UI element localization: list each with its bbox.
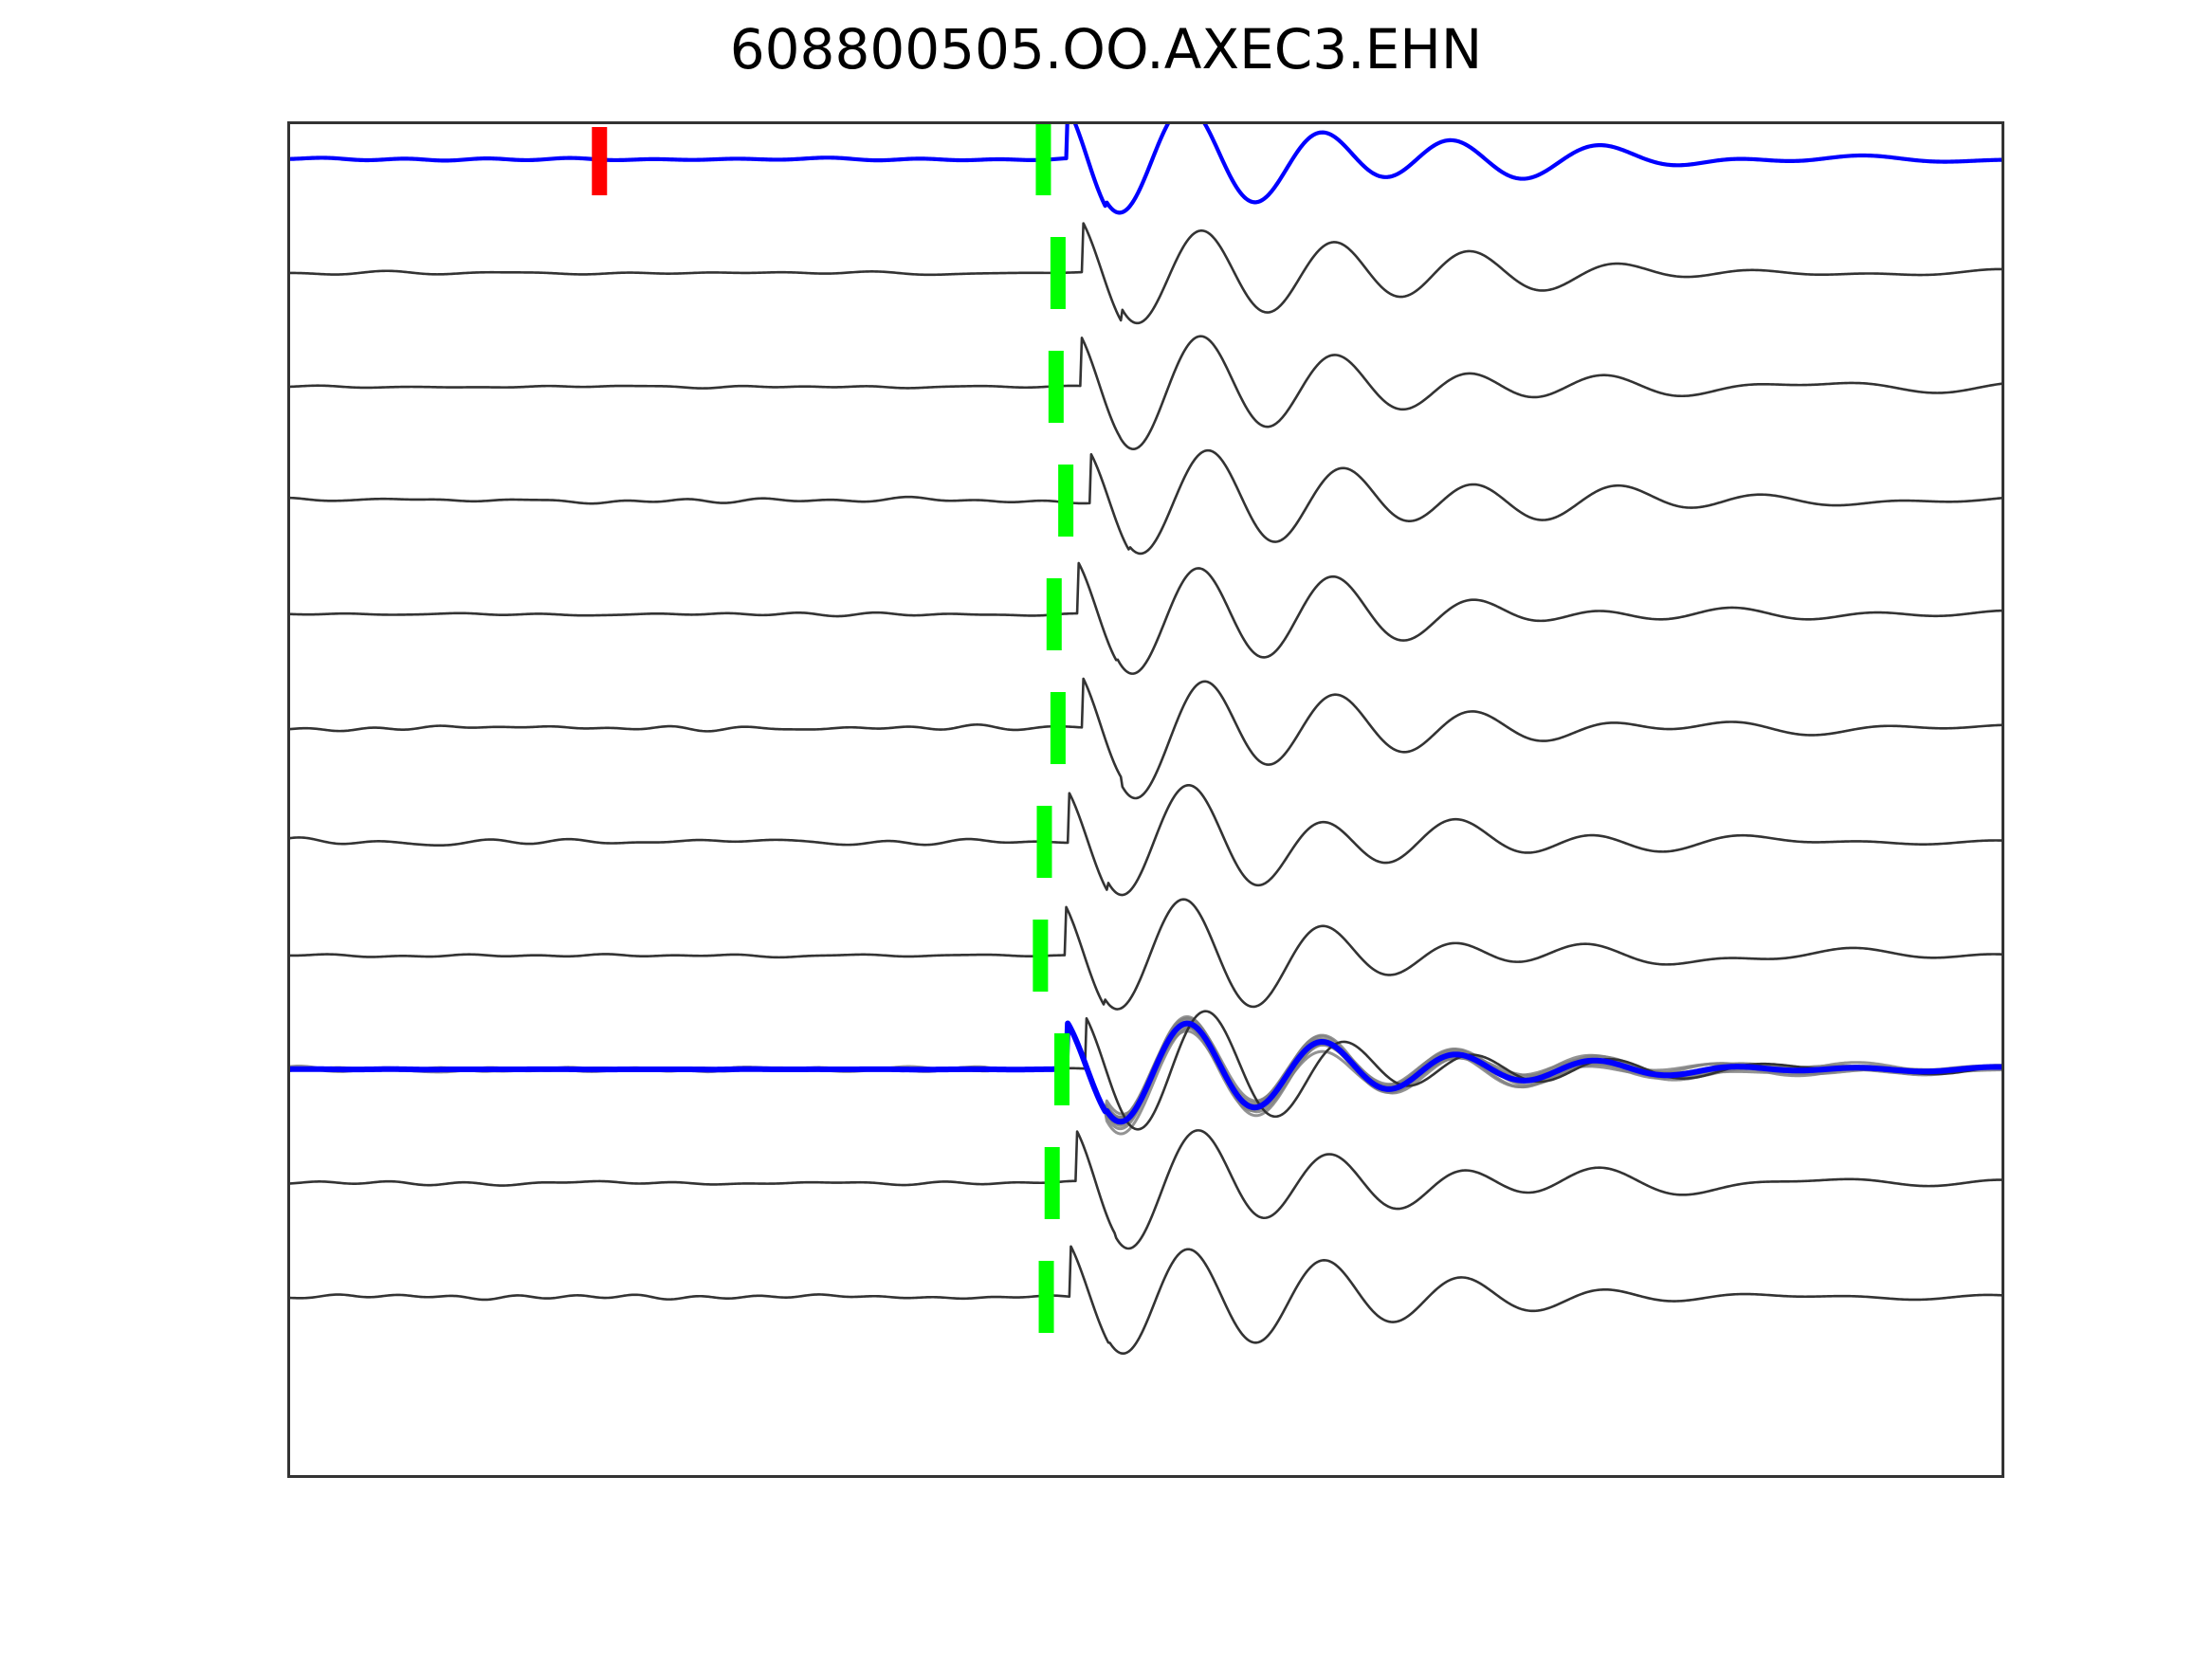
waveform-canvas: [287, 121, 2004, 1478]
waveform-trace: [287, 1021, 2004, 1136]
phase-pick-marker: [1035, 123, 1051, 195]
waveform-trace: [287, 121, 2004, 215]
page-title: 608800505.OO.AXEC3.EHN: [729, 17, 1483, 82]
phase-pick-marker: [1044, 1147, 1060, 1219]
waveform-trace: [287, 1129, 2004, 1250]
phase-pick-marker: [1036, 806, 1052, 878]
waveform-trace: [287, 1021, 2004, 1127]
waveform-trace: [287, 784, 2004, 897]
waveform-trace: [287, 561, 2004, 675]
phase-pick-marker: [1050, 692, 1066, 764]
waveform-trace: [287, 1020, 2004, 1125]
phase-pick-marker: [1058, 465, 1074, 537]
phase-pick-marker: [1038, 1261, 1054, 1333]
waveform-trace: [287, 1021, 2004, 1125]
origin-time-marker: [592, 127, 608, 195]
waveform-trace: [287, 335, 2004, 451]
phase-pick-marker: [1046, 578, 1062, 650]
phase-pick-marker: [1050, 237, 1066, 309]
waveform-trace: [287, 1020, 2004, 1131]
plot-axes: [287, 121, 2004, 1478]
waveform-trace: [287, 448, 2004, 556]
phase-pick-marker: [1054, 1033, 1070, 1105]
waveform-trace: [287, 222, 2004, 325]
x-axis-tick-labels: [287, 1494, 2004, 1560]
phase-pick-marker: [1033, 920, 1049, 992]
phase-pick-marker: [1048, 351, 1064, 423]
axes-frame: [287, 121, 2004, 1478]
waveform-trace: [287, 898, 2004, 1011]
waveform-trace: [287, 1245, 2004, 1356]
waveform-trace: [287, 677, 2004, 800]
